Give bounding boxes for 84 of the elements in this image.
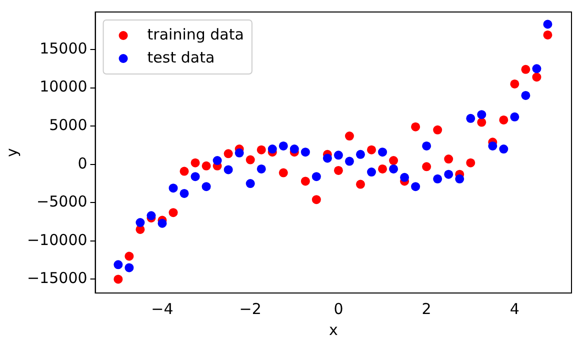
point — [367, 168, 376, 177]
point — [400, 172, 410, 182]
point — [168, 184, 178, 193]
point — [322, 154, 332, 163]
x-tick-label: −2 — [239, 300, 262, 318]
legend-label: test data — [147, 48, 215, 66]
point — [543, 20, 552, 29]
point — [510, 112, 520, 122]
point — [124, 263, 134, 272]
point — [532, 64, 542, 74]
point — [246, 179, 255, 188]
point — [334, 150, 343, 160]
point — [256, 164, 266, 174]
point — [422, 162, 432, 172]
point — [466, 114, 476, 123]
point — [180, 188, 189, 198]
point — [300, 148, 310, 157]
point — [356, 150, 365, 159]
point — [499, 144, 508, 154]
point — [532, 72, 542, 82]
y-tick-label: −5000 — [36, 192, 88, 211]
point — [521, 90, 530, 100]
y-axis-title: y — [2, 148, 21, 157]
point — [411, 182, 420, 192]
y-tick-label: 10000 — [40, 78, 88, 96]
y-tick-label: 5000 — [49, 116, 88, 134]
point — [444, 154, 454, 164]
point — [190, 158, 200, 168]
x-tick-label: 4 — [510, 300, 520, 318]
point — [312, 172, 321, 182]
point — [158, 218, 167, 228]
point — [114, 260, 123, 270]
y-tick-label: −15000 — [26, 269, 88, 288]
point — [344, 132, 354, 141]
legend-label: training data — [147, 25, 244, 44]
point — [411, 122, 420, 132]
point — [455, 174, 464, 184]
point — [224, 165, 233, 174]
point — [278, 168, 288, 178]
point — [268, 144, 277, 154]
point — [168, 208, 178, 218]
point — [389, 164, 398, 174]
y-tick-label: −10000 — [26, 230, 88, 249]
point — [290, 144, 299, 154]
point — [466, 158, 476, 168]
point — [433, 174, 442, 184]
point — [488, 141, 498, 150]
x-axis-title: x — [328, 320, 338, 339]
point — [344, 156, 354, 166]
point — [367, 145, 376, 154]
y-tick-label: 0 — [78, 154, 88, 172]
point — [510, 79, 520, 88]
point — [433, 125, 442, 134]
point — [378, 148, 388, 157]
x-tick-label: 0 — [334, 300, 344, 318]
point — [521, 64, 530, 74]
point — [180, 166, 189, 176]
point — [278, 141, 288, 150]
point — [477, 118, 486, 127]
point — [334, 166, 343, 175]
x-tick-label: 2 — [422, 300, 432, 318]
y-tick-label: 15000 — [40, 39, 88, 58]
point — [256, 145, 266, 154]
point — [202, 161, 211, 170]
x-tick-label: −4 — [151, 300, 174, 318]
point — [136, 218, 145, 228]
point — [202, 182, 211, 192]
point — [543, 30, 552, 40]
point — [389, 156, 398, 166]
point — [124, 252, 134, 261]
point — [444, 170, 454, 179]
point — [246, 155, 255, 164]
point — [234, 148, 244, 158]
point — [224, 149, 233, 158]
point — [212, 156, 222, 166]
point — [378, 164, 388, 174]
point — [114, 274, 123, 284]
point — [477, 110, 486, 120]
point — [312, 195, 321, 204]
point — [422, 141, 432, 150]
point — [499, 115, 508, 124]
point — [356, 180, 365, 189]
point — [190, 172, 200, 182]
point — [300, 176, 310, 186]
